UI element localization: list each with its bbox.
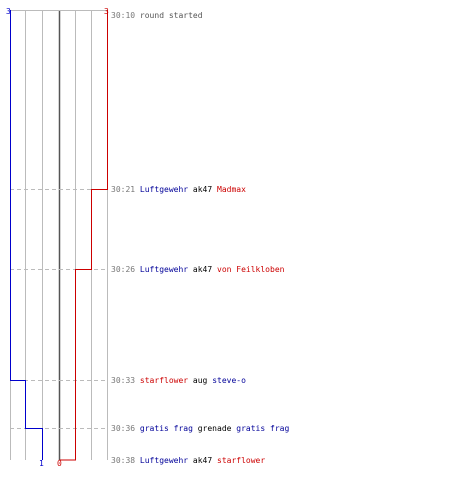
victim-name: gratis frag <box>236 424 290 433</box>
victim-name: starflower <box>217 456 266 465</box>
event-row: 30:10 round started <box>111 10 203 22</box>
event-row: 30:38 Luftgewehr ak47 starflower <box>111 455 265 467</box>
red-start-count: 3 <box>104 7 109 16</box>
event-time: 30:33 <box>111 376 136 385</box>
event-message: round started <box>139 11 203 20</box>
weapon-name: grenade <box>197 424 232 433</box>
blue-start-count: 3 <box>6 7 11 16</box>
event-row: 30:26 Luftgewehr ak47 von Feilkloben <box>111 264 284 276</box>
killer-name: Luftgewehr <box>139 265 189 274</box>
event-row: 30:21 Luftgewehr ak47 Madmax <box>111 184 246 196</box>
event-time: 30:38 <box>111 456 136 465</box>
event-time: 30:10 <box>111 11 136 20</box>
event-time: 30:36 <box>111 424 136 433</box>
event-time: 30:21 <box>111 185 136 194</box>
event-row: 30:33 starflower aug steve-o <box>111 375 246 387</box>
event-row: 30:36 gratis frag grenade gratis frag <box>111 423 289 435</box>
blue-team-line <box>10 10 43 460</box>
weapon-name: ak47 <box>192 456 213 465</box>
weapon-name: ak47 <box>192 265 213 274</box>
killer-name: gratis frag <box>139 424 193 433</box>
killer-name: Luftgewehr <box>139 456 189 465</box>
victim-name: steve-o <box>212 376 246 385</box>
blue-end-count: 1 <box>39 459 44 468</box>
killer-name: Luftgewehr <box>139 185 189 194</box>
weapon-name: aug <box>192 376 208 385</box>
killer-name: starflower <box>139 376 189 385</box>
red-team-line <box>59 10 108 461</box>
victim-name: von Feilkloben <box>217 265 285 274</box>
red-end-count: 0 <box>57 459 62 468</box>
event-time: 30:26 <box>111 265 136 274</box>
weapon-name: ak47 <box>192 185 213 194</box>
victim-name: Madmax <box>217 185 246 194</box>
